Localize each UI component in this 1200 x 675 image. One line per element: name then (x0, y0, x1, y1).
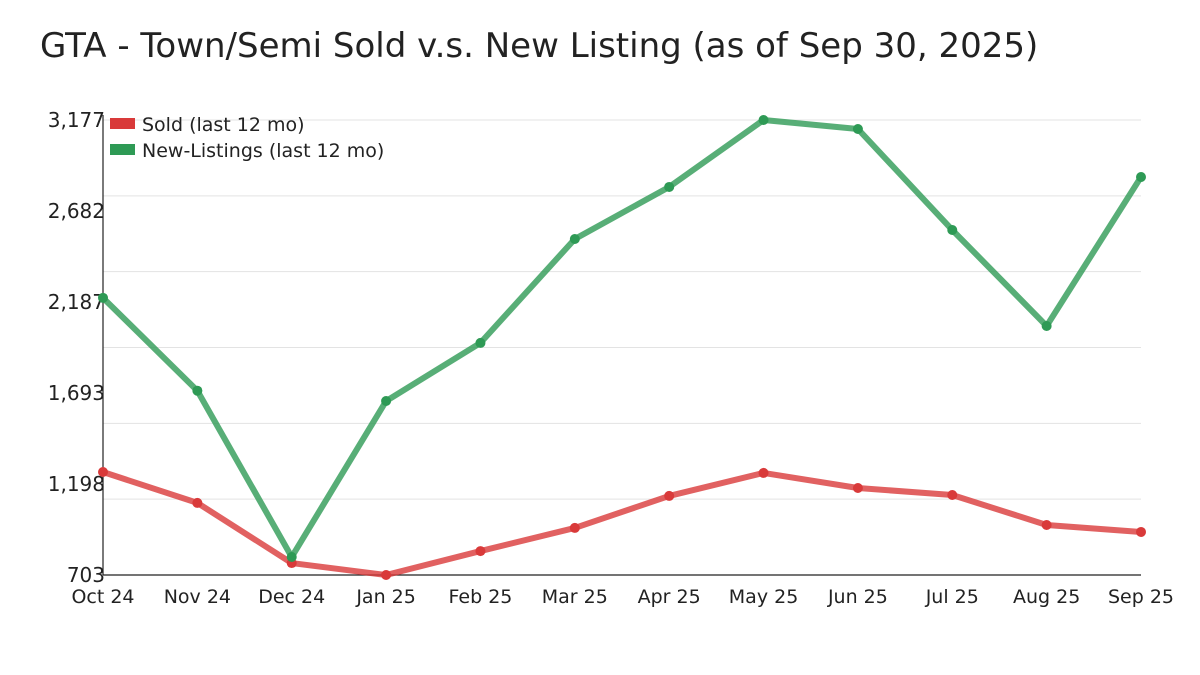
x-tick-label: Dec 24 (258, 586, 325, 608)
legend-swatch (110, 144, 135, 155)
y-tick-label: 1,693 (48, 381, 105, 405)
series-line-1 (100, 117, 1144, 560)
x-tick-label: Nov 24 (164, 586, 231, 608)
chart-title: GTA - Town/Semi Sold v.s. New Listing (a… (40, 26, 1039, 66)
y-tick-label: 3,177 (48, 108, 105, 132)
x-tick-label: Jun 25 (827, 586, 888, 608)
x-tick-label: Oct 24 (71, 586, 134, 608)
data-point (1041, 320, 1052, 331)
legend-label: Sold (last 12 mo) (142, 114, 305, 136)
x-tick-label: Feb 25 (449, 586, 513, 608)
x-tick-label: May 25 (729, 586, 799, 608)
data-point (758, 467, 769, 478)
data-point (475, 546, 486, 557)
data-point (286, 551, 297, 562)
x-tick-label: Jul 25 (925, 586, 979, 608)
data-point (947, 224, 958, 235)
data-point (381, 570, 392, 580)
x-tick-label: Mar 25 (542, 586, 608, 608)
y-tick-label: 703 (67, 563, 105, 587)
data-point (664, 181, 675, 192)
data-point (475, 337, 486, 348)
data-point (192, 385, 203, 396)
data-point (664, 490, 675, 501)
x-tick-label: Sep 25 (1108, 586, 1174, 608)
y-tick-label: 1,198 (48, 472, 105, 496)
data-point (758, 115, 769, 125)
data-point (98, 292, 108, 303)
data-point (98, 467, 108, 478)
series-line-0 (102, 469, 1142, 578)
x-tick-label: Apr 25 (638, 586, 701, 608)
data-point (192, 497, 203, 508)
x-tick-label: Aug 25 (1013, 586, 1080, 608)
data-point (852, 124, 863, 135)
data-point (569, 522, 580, 533)
data-point (1041, 519, 1052, 530)
y-tick-label: 2,682 (48, 199, 105, 223)
data-point (1136, 172, 1146, 183)
legend-swatch (110, 118, 135, 129)
data-point (569, 233, 580, 244)
data-point (852, 483, 863, 494)
y-tick-label: 2,187 (48, 290, 105, 314)
data-point (947, 489, 958, 500)
x-tick-label: Jan 25 (355, 586, 416, 608)
data-point (1136, 526, 1146, 537)
data-point (381, 396, 392, 407)
legend-label: New-Listings (last 12 mo) (142, 140, 384, 162)
